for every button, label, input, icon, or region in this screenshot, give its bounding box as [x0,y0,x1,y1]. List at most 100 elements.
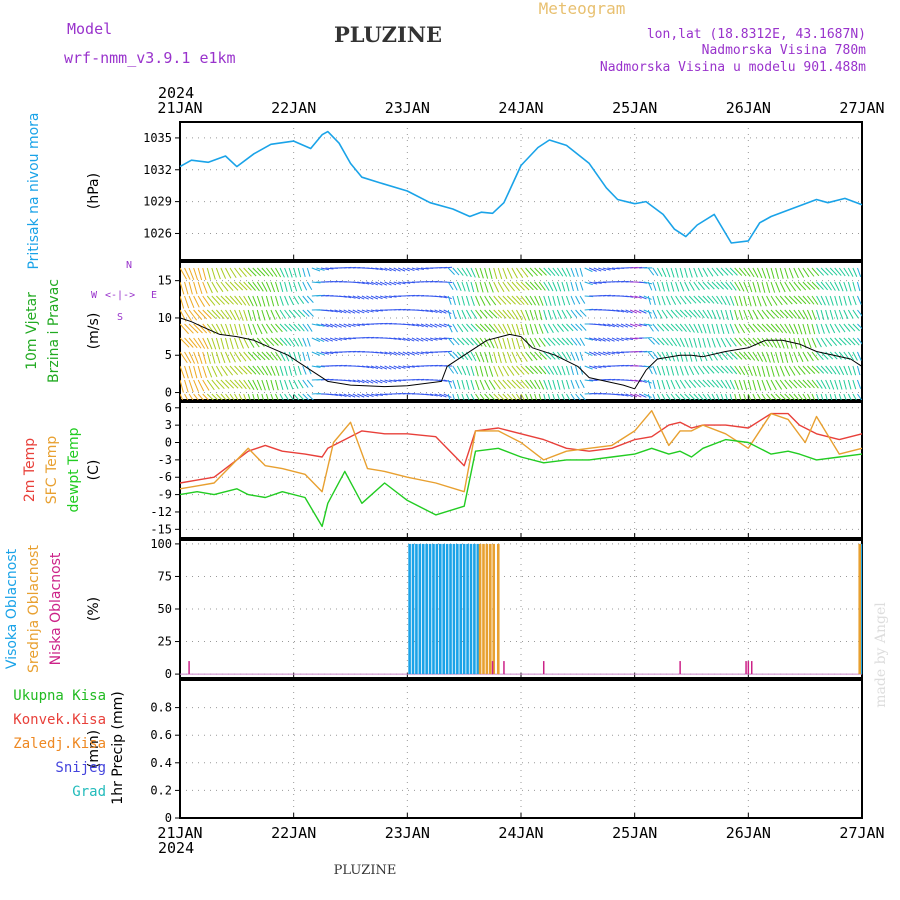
wind-barb [343,393,351,398]
precip-legend-item: Snijeg [55,760,106,776]
pressure-ylabel: Pritisak na nivou mora [26,112,42,269]
wind-barb [420,351,429,355]
wind-barb [811,393,816,400]
y-tick-label: 100 [150,537,172,551]
wind-barb [184,323,194,334]
wind-barb [843,281,848,292]
wind-barb [370,295,379,300]
wind-barb [243,295,250,306]
wind-barb [588,351,597,356]
wind-barb [475,323,484,332]
wind-barb [775,379,783,390]
x-tick-bottom: 24JAN [498,824,543,842]
precip-legend-item: Zaledj.Kisa [13,736,106,752]
wind-barb [752,323,761,333]
wind-barb [607,323,615,328]
wind-barb [629,323,638,328]
wind-barb [706,323,711,334]
wind-barb [829,337,838,346]
wind-barb [625,295,634,298]
cloud-bar [425,543,428,675]
wind-barb [279,393,284,400]
wind-barb [770,365,775,377]
cloud-bar [445,543,449,675]
wind-barb [506,351,512,364]
wind-barb [647,267,655,276]
wind-barb [579,295,586,304]
wind-barb [797,323,803,335]
wind-barb [525,365,534,375]
wind-barb [852,281,856,292]
wind-barb [706,309,713,319]
wind-barb [452,295,456,306]
wind-barb [852,295,857,306]
wind-barb [693,351,698,362]
wind-barb [220,295,230,305]
wind-barb [661,323,670,332]
wind-barb [788,323,795,335]
wind-barb [579,337,586,346]
wind-barb [720,393,724,400]
wind-barb [234,267,242,278]
wind-barb [534,393,538,400]
wind-barb [634,295,642,299]
wind-barb [229,323,234,336]
wind-barb [197,281,203,295]
wind-barb [447,393,451,400]
wind-barb [847,281,852,292]
wind-barb [247,323,253,335]
wind-barb [797,309,805,320]
wind-barb [825,295,830,306]
wind-barb [180,393,184,400]
wind-barb [811,309,817,320]
wind-barb [252,337,260,348]
y-tick-label: -9 [158,488,172,502]
wind-barb [188,309,198,321]
wind-barb [747,281,753,293]
wind-barb [361,295,369,300]
wind-barb [579,379,585,389]
wind-barb [761,337,770,348]
wind-barb [520,295,529,306]
wind-barb [729,379,736,390]
wind-barb [284,365,288,376]
wind-barb [193,379,199,392]
wind-barb [847,379,852,390]
wind-barb [265,365,272,376]
wind-barb [275,365,280,376]
wind-barb [670,393,677,400]
dewpt-line [179,438,863,528]
wind-barb [707,295,715,304]
wind-barb [452,393,456,400]
wind-barb [411,323,420,327]
wind-barb [711,295,719,305]
wind-barb [180,365,185,379]
wind-barb [284,351,290,362]
wind-barb [443,323,452,328]
wind-barb [465,281,470,292]
wind-barb [630,337,638,340]
wind-barb [516,281,525,291]
wind-barb [475,309,483,319]
precip-legend-item: Konvek.Kisa [13,712,106,728]
wind-barb [197,351,203,364]
wind-barb [684,309,693,318]
wind-barb [506,337,511,350]
y-tick-label: 50 [158,602,172,616]
wind-barb [484,365,489,377]
cloud-bar [456,543,459,675]
wind-barb [829,323,836,334]
wind-barb [320,337,329,342]
wind-barb [243,365,253,375]
cloud-bar [496,543,500,675]
wind-barb [279,379,284,390]
wind-barb [802,295,811,305]
wind-barb [679,365,684,376]
wind-barb [384,295,392,299]
wind-barb [756,267,763,279]
wind-barb [547,337,556,346]
wind-barb [534,295,540,306]
cloud-bar [411,543,415,675]
wind-barb [688,281,695,291]
wind-barb [688,379,697,388]
